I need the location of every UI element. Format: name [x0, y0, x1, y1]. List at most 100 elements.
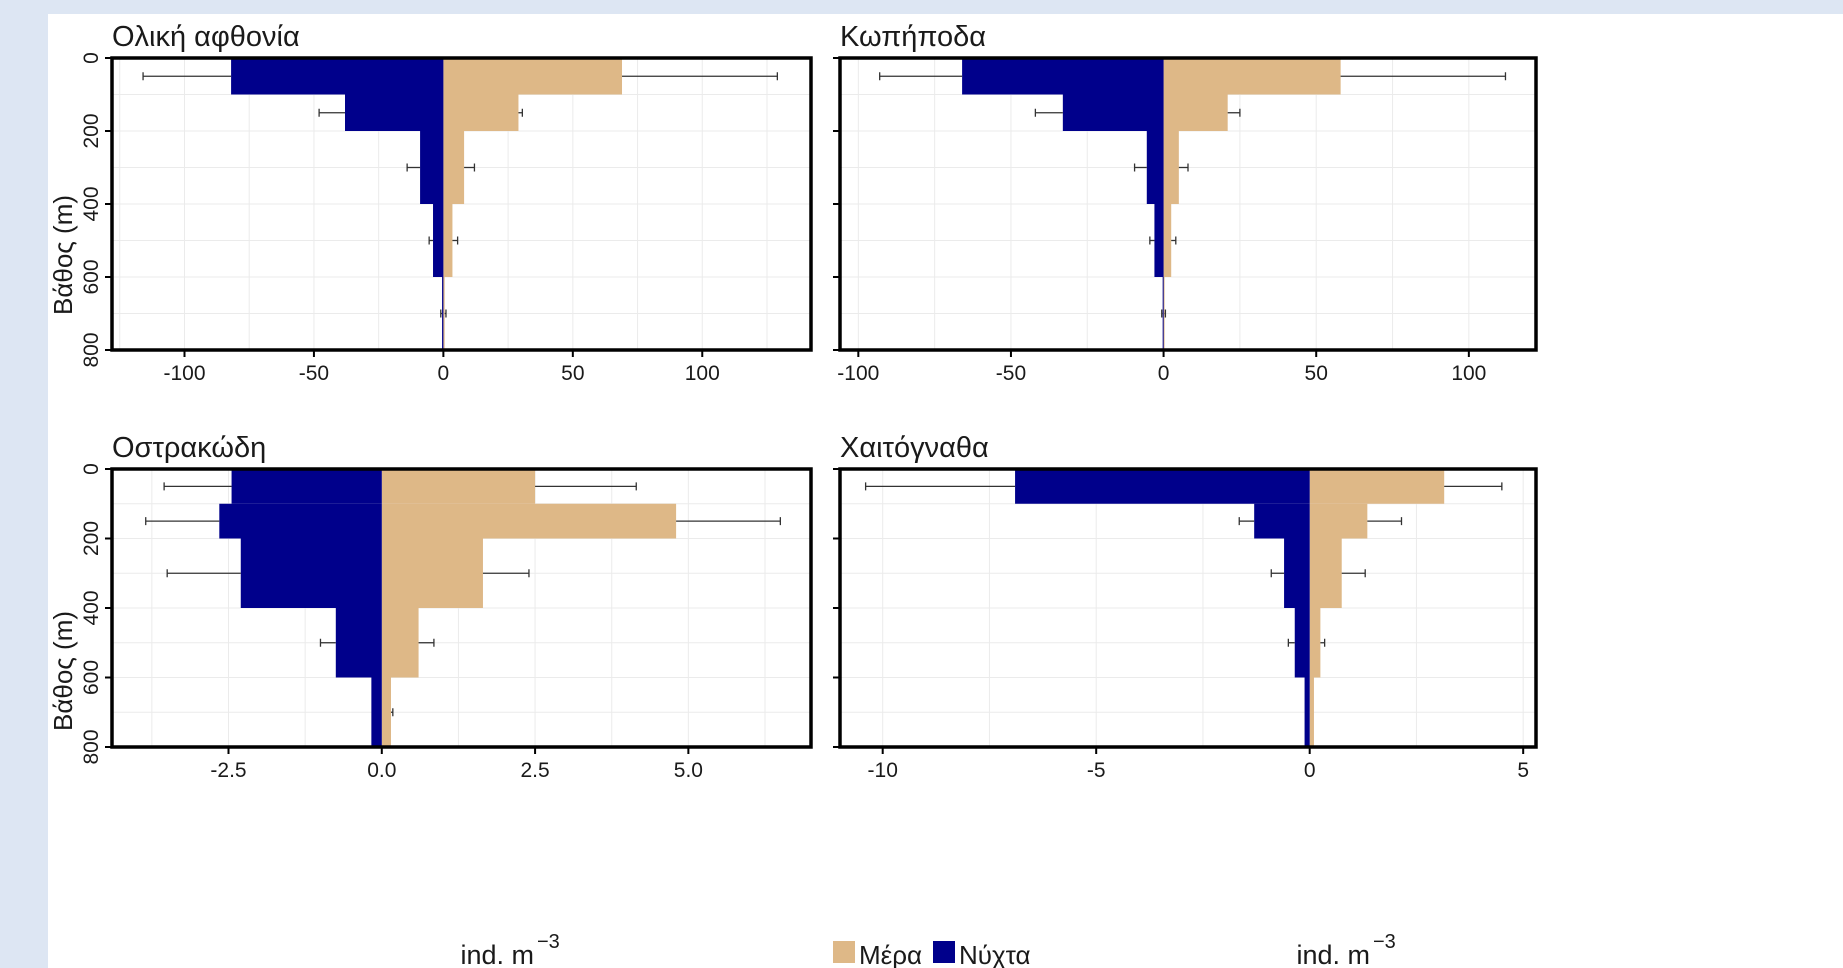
- bar-x-bin-5: [1162, 277, 1164, 350]
- bar-x-bin-1: [1309, 469, 1445, 504]
- error-bar-x-bin-3: [482, 569, 530, 578]
- bar-x-bin-4: [443, 204, 453, 277]
- error-bar-x-bin-3: [1341, 569, 1366, 578]
- error-bar-x-bin-2: [1227, 108, 1241, 117]
- bar-x-bin-1: [231, 58, 444, 95]
- bar-x-bin-5: [1309, 677, 1314, 747]
- bar-x-bin-2: [1163, 94, 1228, 131]
- bar-x-bin-1: [231, 469, 382, 504]
- x-tick-label: -100: [837, 362, 879, 385]
- bar-x-bin-3: [240, 538, 382, 608]
- y-tick-label: 400: [80, 186, 103, 221]
- y-tick-label: 400: [80, 590, 103, 625]
- x-tick-label: 50: [1305, 362, 1328, 385]
- x-tick-label: -50: [299, 362, 329, 385]
- error-bar-x-bin-2: [1034, 108, 1063, 117]
- bar-x-bin-4: [1163, 204, 1172, 277]
- legend-swatch-night: [933, 941, 955, 963]
- error-bar-x-bin-3: [1270, 569, 1285, 578]
- y-tick-label: 600: [80, 259, 103, 294]
- bar-x-bin-3: [443, 131, 465, 204]
- error-bar-x-bin-3: [166, 569, 241, 578]
- error-bar-x-bin-1: [864, 482, 1016, 491]
- chart-title: Κωπήποδα: [840, 21, 986, 53]
- chart-panels: Ολική αφθονία-100 -50 0 50 1000200400600800Κ…: [80, 21, 1538, 782]
- error-bar-x-bin-2: [518, 108, 523, 117]
- error-bar-x-bin-3: [406, 163, 421, 172]
- bar-x-bin-4: [381, 608, 419, 678]
- chart-title: Ολική αφθονία: [112, 21, 300, 53]
- bar-x-bin-2: [1062, 94, 1164, 131]
- error-bar-x-bin-1: [879, 72, 963, 81]
- bar-x-bin-3: [1163, 131, 1179, 204]
- bar-x-bin-3: [1284, 538, 1310, 608]
- bar-x-bin-3: [420, 131, 444, 204]
- bar-x-bin-1: [1163, 58, 1341, 95]
- bar-x-bin-1: [1015, 469, 1310, 504]
- error-bar-x-bin-4: [1149, 236, 1155, 245]
- svg-text:ind. m: ind. m: [1296, 940, 1370, 968]
- legend-label-day: Μέρα: [859, 940, 922, 968]
- bar-x-bin-2: [381, 503, 677, 539]
- x-tick-label: 0: [1304, 759, 1316, 782]
- bar-x-bin-4: [1294, 608, 1310, 678]
- faceted-bar-charts: Ολική αφθονία-100 -50 0 50 1000200400600800Κ…: [48, 21, 1538, 968]
- bar-x-bin-5: [442, 277, 444, 350]
- error-bar-x-bin-3: [1133, 163, 1147, 172]
- svg-text:−3: −3: [1373, 931, 1396, 953]
- x-tick-label: -100: [163, 362, 205, 385]
- bar-x-bin-3: [1309, 538, 1342, 608]
- x-tick-label: 2.5: [520, 759, 549, 782]
- error-bar-x-bin-1: [163, 482, 232, 491]
- bar-x-bin-4: [1154, 204, 1164, 277]
- legend-swatch-day: [833, 941, 855, 963]
- legend-label-night: Νύχτα: [959, 940, 1031, 968]
- bar-x-bin-3: [1146, 131, 1164, 204]
- y-tick-label: 0: [80, 52, 103, 64]
- error-bar-x-bin-4: [452, 236, 459, 245]
- y-tick-label: 0: [80, 463, 103, 475]
- error-bar-x-bin-4: [319, 638, 336, 647]
- error-bar-x-bin-5: [1161, 309, 1163, 318]
- y-tick-label: 200: [80, 113, 103, 148]
- bar-x-bin-4: [335, 608, 382, 678]
- error-bar-x-bin-4: [428, 236, 434, 245]
- bar-x-bin-5: [371, 677, 382, 747]
- y-tick-label: 200: [80, 521, 103, 556]
- chart-title: Οστρακώδη: [112, 432, 266, 464]
- error-bar-x-bin-1: [142, 72, 232, 81]
- error-bar-x-bin-4: [1171, 236, 1177, 245]
- bar-x-bin-5: [443, 277, 445, 350]
- bar-x-bin-5: [1304, 677, 1310, 747]
- y-tick-label: 800: [80, 729, 103, 764]
- x-tick-label: 50: [561, 362, 584, 385]
- bar-x-bin-2: [1309, 503, 1368, 539]
- error-bar-x-bin-1: [535, 482, 637, 491]
- bar-x-bin-5: [381, 677, 391, 747]
- y-tick-label: 800: [80, 332, 103, 367]
- bar-x-bin-1: [443, 58, 623, 95]
- error-bar-x-bin-1: [1340, 72, 1507, 81]
- y-axis-title-top: Βάθος (m): [48, 195, 78, 315]
- bar-x-bin-1: [962, 58, 1164, 95]
- x-tick-label: 0: [1158, 362, 1170, 385]
- x-tick-label: -5: [1087, 759, 1106, 782]
- error-bar-x-bin-2: [145, 517, 220, 526]
- error-bar-x-bin-4: [1287, 638, 1295, 647]
- bar-x-bin-2: [443, 94, 519, 131]
- y-axis-title-bottom: Βάθος (m): [48, 611, 78, 731]
- error-bar-x-bin-1: [622, 72, 778, 81]
- bar-x-bin-4: [1309, 608, 1321, 678]
- error-bar-x-bin-2: [1238, 517, 1255, 526]
- chart-panel-3: Οστρακώδη -2.5 0.0 2.5 5.0 0 200 400 600 800: [80, 432, 813, 782]
- x-tick-label: 100: [685, 362, 720, 385]
- x-tick-label: -2.5: [210, 759, 246, 782]
- chart-title: Χαιτόγναθα: [840, 432, 989, 464]
- chart-panel-1: Ολική αφθονία -100 -50 0 50 100 0 200 400 600 800: [80, 21, 813, 385]
- bar-x-bin-2: [219, 503, 382, 539]
- y-tick-label: 600: [80, 660, 103, 695]
- chart-panel-4: Χαιτόγναθα -10 -5 0 5: [833, 432, 1538, 782]
- figure-panel: Ολική αφθονία -100 -50 0 50 100 0 200 400 600 800 Κ…: [48, 14, 1843, 968]
- bar-x-bin-2: [1254, 503, 1310, 539]
- x-tick-label: 0: [438, 362, 450, 385]
